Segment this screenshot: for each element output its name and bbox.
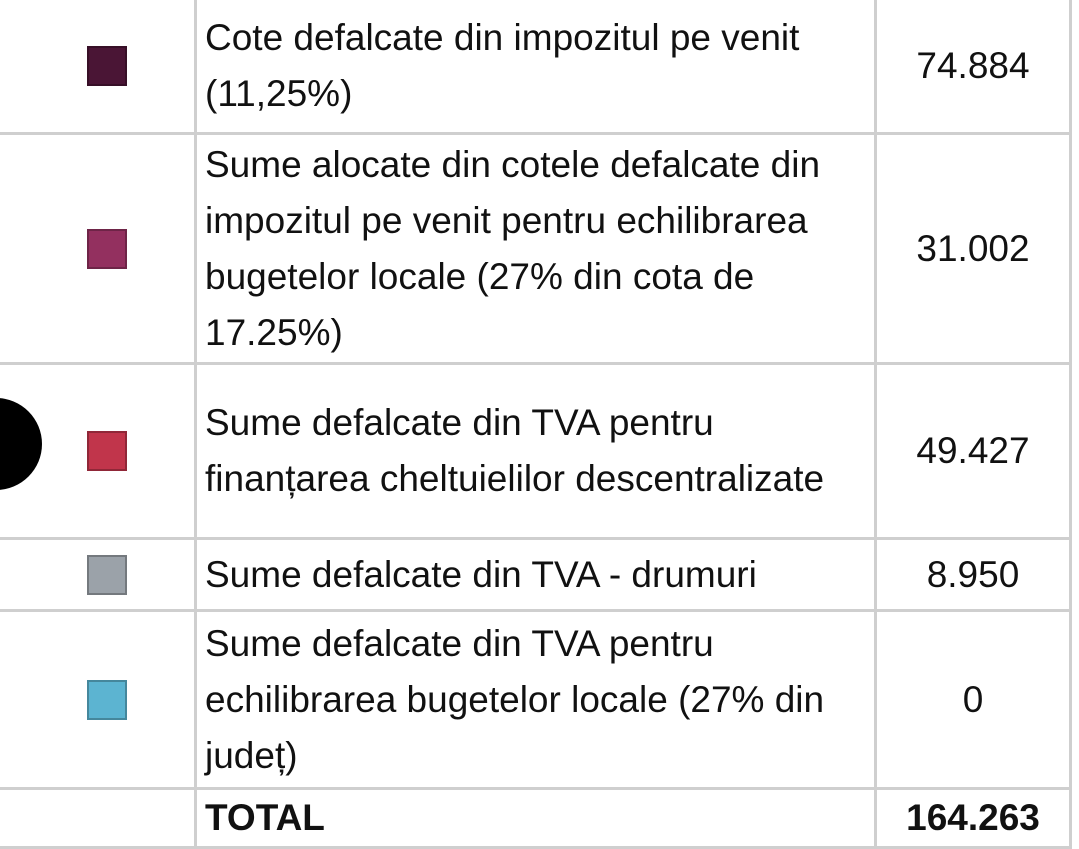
row-label: Sume alocate din cotele defalcate din im… xyxy=(197,135,877,365)
swatch-cell xyxy=(0,0,197,135)
swatch-cell xyxy=(0,365,197,540)
row-value: 49.427 xyxy=(877,365,1072,540)
swatch xyxy=(87,46,127,86)
row-label: Sume defalcate din TVA pentru finanțarea… xyxy=(197,365,877,540)
row-value: 74.884 xyxy=(877,0,1072,135)
swatch-cell xyxy=(0,612,197,790)
empty-cell xyxy=(0,790,197,849)
swatch xyxy=(87,228,127,269)
swatch-cell xyxy=(0,540,197,612)
row-label: Sume defalcate din TVA pentru echilibrar… xyxy=(197,612,877,790)
swatch xyxy=(87,679,127,720)
total-value: 164.263 xyxy=(877,790,1072,849)
row-value: 0 xyxy=(877,612,1072,790)
row-label: Cote defalcate din impozitul pe venit (1… xyxy=(197,0,877,135)
total-label: TOTAL xyxy=(197,790,877,849)
swatch xyxy=(87,554,127,595)
row-label: Sume defalcate din TVA - drumuri xyxy=(197,540,877,612)
row-value: 8.950 xyxy=(877,540,1072,612)
swatch-cell xyxy=(0,135,197,365)
row-value: 31.002 xyxy=(877,135,1072,365)
swatch xyxy=(87,431,127,471)
